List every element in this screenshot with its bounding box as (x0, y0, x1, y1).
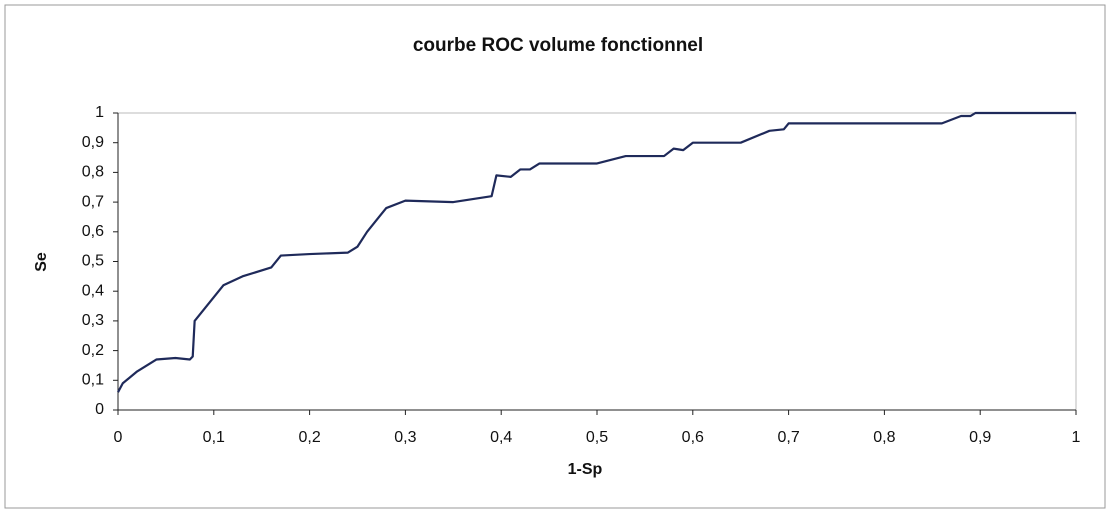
x-tick-label: 0,6 (682, 429, 704, 446)
x-tick-label: 0,3 (394, 429, 416, 446)
roc-line (117, 111, 1076, 393)
x-tick-label: 0 (114, 429, 123, 446)
y-tick-label: 0,5 (82, 253, 104, 270)
y-tick-label: 0 (95, 401, 104, 418)
x-tick-label: 0,5 (586, 429, 608, 446)
y-tick-label: 0,8 (82, 164, 104, 181)
x-tick-label: 0,9 (969, 429, 991, 446)
y-tick-label: 0,6 (82, 223, 104, 240)
y-axis-title: Se (33, 252, 50, 272)
y-tick-label: 0,9 (82, 134, 104, 151)
y-tick-label: 0,2 (82, 342, 104, 359)
chart-title: courbe ROC volume fonctionnel (413, 35, 703, 56)
y-tick-label: 1 (95, 104, 104, 121)
y-tick-label: 0,3 (82, 312, 104, 329)
x-tick-label: 0,7 (777, 429, 799, 446)
x-tick-label: 0,1 (203, 429, 225, 446)
x-axis-title: 1-Sp (568, 461, 603, 478)
x-tick-label: 0,2 (298, 429, 320, 446)
y-tick-label: 0,7 (82, 193, 104, 210)
y-tick-label: 0,4 (82, 282, 104, 299)
x-tick-label: 1 (1072, 429, 1081, 446)
chart-frame (4, 4, 1106, 509)
y-tick-label: 0,1 (82, 372, 104, 389)
x-tick-label: 0,8 (873, 429, 895, 446)
x-tick-label: 0,4 (490, 429, 512, 446)
